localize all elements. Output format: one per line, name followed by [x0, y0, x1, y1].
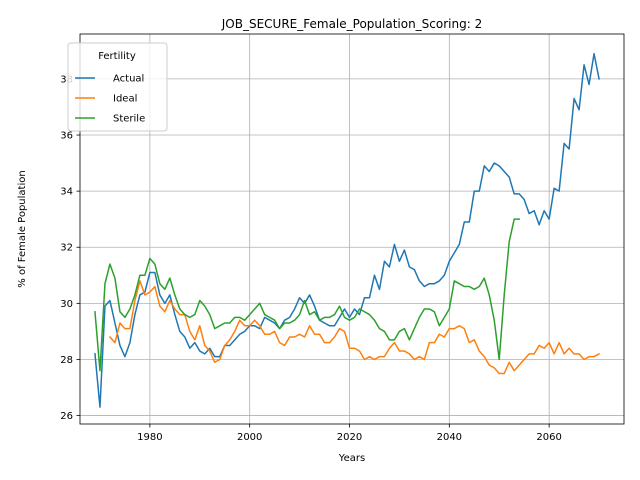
legend-items: Actual Ideal Sterile [75, 74, 145, 125]
y-tick-label: 36 [60, 131, 73, 142]
x-tick-label: 2040 [437, 432, 462, 443]
x-axis-label: Years [338, 453, 365, 464]
x-axis-ticks: 1980 2000 2020 2040 2060 [137, 424, 562, 443]
x-tick-label: 2060 [536, 432, 561, 443]
x-tick-label: 2000 [237, 432, 262, 443]
series-line-sterile [94, 218, 520, 372]
series-line-actual [94, 52, 600, 408]
y-tick-label: 28 [60, 355, 73, 366]
legend-label-ideal: Ideal [113, 94, 137, 105]
x-tick-label: 2020 [337, 432, 362, 443]
y-axis-label: % of Female Population [17, 170, 28, 287]
plot-frame [79, 33, 625, 425]
legend-box [67, 42, 168, 132]
series-line-ideal [108, 280, 601, 375]
chart-title: JOB_SECURE_Female_Population_Scoring: 2 [221, 17, 482, 31]
legend-title: Fertility [98, 51, 136, 62]
x-tick-label: 1980 [137, 432, 162, 443]
legend-label-actual: Actual [113, 74, 144, 85]
legend: Fertility Actual Ideal Sterile [67, 42, 168, 132]
series-layer [94, 52, 601, 408]
y-tick-label: 32 [60, 243, 73, 254]
y-tick-label: 30 [60, 299, 73, 310]
y-tick-label: 34 [60, 187, 73, 198]
y-tick-label: 26 [60, 411, 73, 422]
y-tick-label: 38 [60, 74, 73, 85]
legend-label-sterile: Sterile [113, 114, 145, 125]
y-axis-ticks: 26 28 30 32 34 36 38 [60, 74, 80, 422]
